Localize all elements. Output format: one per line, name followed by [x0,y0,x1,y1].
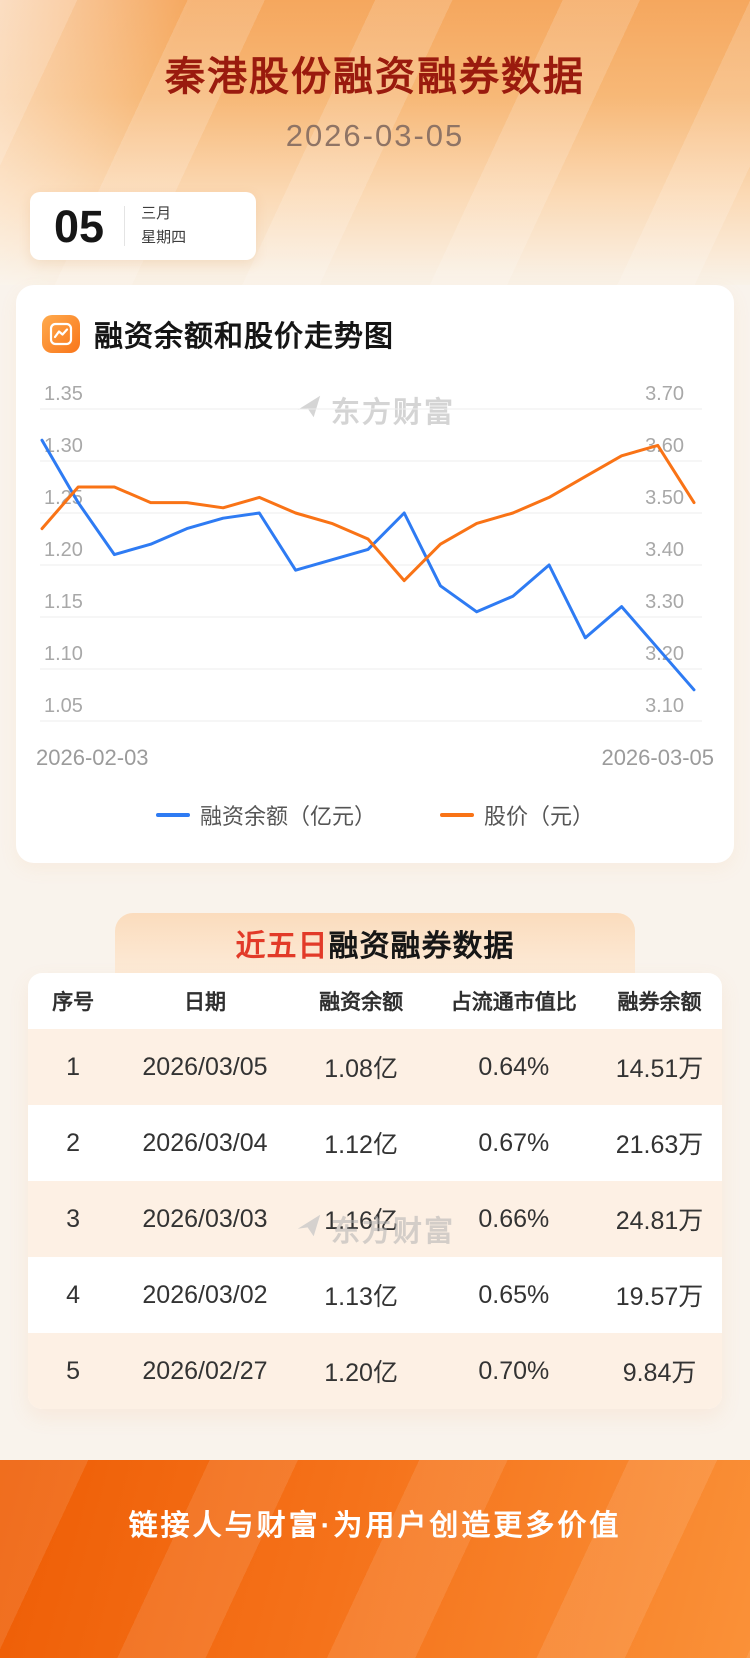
trend-chart-icon-glyph [49,322,73,346]
legend-marker [440,813,474,817]
table-row: 1 2026/03/05 1.08亿 0.64% 14.51万 [28,1029,722,1105]
column-header: 序号 [52,991,95,1014]
table-cell: 1.13亿 [324,1283,398,1311]
table-cell: 0.65% [478,1280,550,1309]
table-cell: 2 [66,1128,81,1157]
right-axis-tick: 3.70 [645,383,684,405]
right-axis-tick: 3.40 [645,539,684,561]
right-axis-tick: 3.10 [645,695,684,717]
right-axis-tick: 3.50 [645,487,684,509]
table-cell: 2026/03/03 [142,1204,268,1233]
date-card-weekday: 星期四 [141,229,187,246]
table-cell: 9.84万 [622,1359,697,1387]
margin-data-table: 序号 日期 融资余额 占流通市值比 融券余额 1 2026/03/05 1.08亿 0.64%… [28,973,722,1409]
date-card-divider [124,206,126,246]
left-axis-tick: 1.15 [44,591,83,613]
right-axis-tick: 3.60 [645,435,684,457]
header: 秦港股份融资融券数据 2026-03-05 [0,0,750,285]
left-axis-tick: 1.05 [44,695,83,717]
table-row: 5 2026/02/27 1.20亿 0.70% 9.84万 [28,1333,722,1409]
column-header: 日期 [183,991,226,1014]
table-cell: 2026/03/05 [142,1052,268,1081]
right-axis-tick: 3.30 [645,591,684,613]
table-cell: 0.64% [478,1052,550,1081]
table-cell: 21.63万 [615,1131,704,1159]
legend-label: 股价（元） [484,804,595,829]
table-cell: 2026/02/27 [142,1356,268,1385]
footer-slogan: 链接人与财富·为用户创造更多价值 [128,1510,622,1542]
footer: 链接人与财富·为用户创造更多价值 [0,1460,750,1658]
trend-chart: 东方财富 1.35 3.70 1.30 3.60 1.25 3.50 1.20 3.40 1.1… [32,375,718,831]
legend-item: 股价（元） [440,799,594,831]
left-axis-tick: 1.35 [44,383,83,405]
left-axis-tick: 1.10 [44,643,83,665]
left-axis-tick: 1.20 [44,539,83,561]
date-card-month: 三月 [141,205,172,222]
table-title-highlight: 近五日 [235,930,329,963]
table-cell: 1.16亿 [324,1207,398,1235]
table-cell: 1 [66,1052,81,1081]
table-cell: 1.08亿 [324,1055,398,1083]
trend-chart-icon [42,315,80,353]
table-cell: 1.12亿 [324,1131,398,1159]
column-header: 融资余额 [319,991,404,1014]
header-date: 2026-03-05 [285,118,465,153]
table-title-rest: 融资融券数据 [328,930,515,963]
left-axis-tick: 1.30 [44,435,83,457]
table-cell: 4 [66,1280,81,1309]
table-section-title: 近五日 融资融券数据 [115,913,635,973]
chart-legend: 融资余额（亿元） 股价（元） [34,799,716,831]
series-line [40,438,696,692]
table-row: 2 2026/03/04 1.12亿 0.67% 21.63万 [28,1105,722,1181]
x-axis-end-label: 2026-03-05 [601,745,714,770]
table-row: 3 2026/03/03 1.16亿 0.66% 24.81万 [28,1181,722,1257]
chart-section-title: 融资余额和股价走势图 [94,321,395,353]
column-header: 融券余额 [617,991,702,1014]
table-header-row: 序号 日期 融资余额 占流通市值比 融券余额 [28,973,722,1029]
table-cell: 19.57万 [615,1283,704,1311]
table-cell: 24.81万 [615,1207,704,1235]
table-cell: 14.51万 [615,1055,704,1083]
table-cell: 0.66% [478,1204,550,1233]
table-cell: 0.67% [478,1128,550,1157]
chart-section-header: 融资余额和股价走势图 [42,313,718,355]
legend-label: 融资余额（亿元） [199,804,376,829]
table-cell: 5 [66,1356,81,1385]
table-row: 4 2026/03/02 1.13亿 0.65% 19.57万 [28,1257,722,1333]
margin-data-table-card: 东方财富 序号 日期 融资余额 占流通市值比 融券余额 1 2026/03/05 1.08亿… [28,973,722,1409]
legend-item: 融资余额（亿元） [155,799,376,831]
series-line [40,443,696,583]
table-cell: 2026/03/04 [142,1128,268,1157]
date-card-day: 05 [54,200,105,252]
column-header: 占流通市值比 [450,991,577,1014]
table-cell: 3 [66,1204,81,1233]
trend-chart-svg: 1.35 3.701.30 3.601.25 3.501.20 3.401.15 3.30… [40,383,702,722]
table-cell: 1.20亿 [324,1359,398,1387]
legend-marker [155,813,190,817]
chart-card: 融资余额和股价走势图 东方财富 1.35 3.70 1.30 3.60 1.25 3.50… [16,285,734,863]
table-cell: 0.70% [478,1356,550,1385]
page-title: 秦港股份融资融券数据 [165,55,585,99]
date-card: 05 三月 星期四 [30,192,256,260]
table-cell: 2026/03/02 [142,1280,268,1309]
x-axis-start-label: 2026-02-03 [36,745,149,770]
x-axis-labels: 2026-02-03 2026-03-05 [34,741,716,771]
